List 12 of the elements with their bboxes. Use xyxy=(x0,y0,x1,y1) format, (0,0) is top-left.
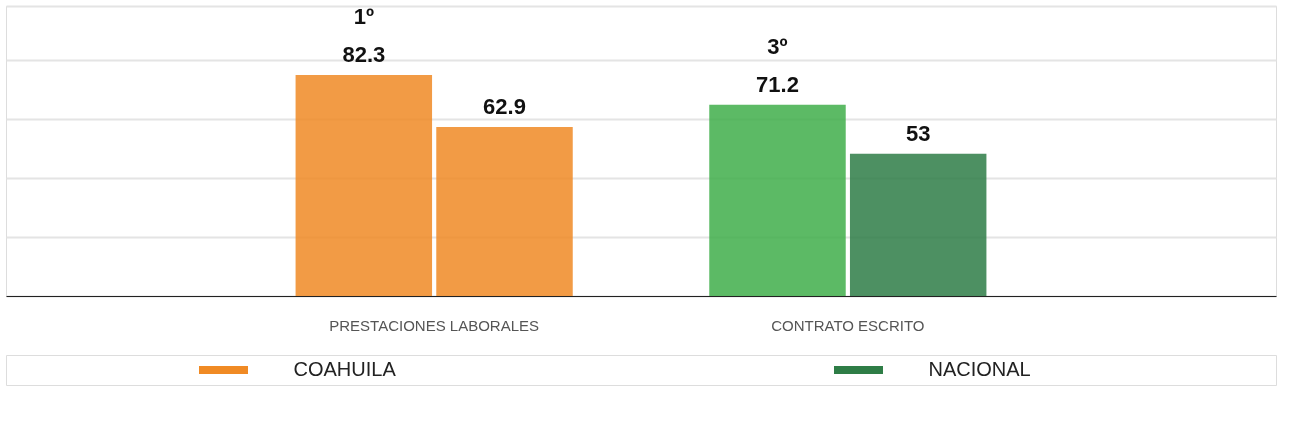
x-tick-label: PRESTACIONES LABORALES xyxy=(329,316,540,334)
bar xyxy=(709,104,846,296)
bar xyxy=(849,153,987,296)
data-label: 53 xyxy=(905,120,931,146)
legend-label: COAHUILA xyxy=(293,358,397,380)
annotation: 1º xyxy=(353,4,374,30)
x-tick-label: CONTRATO ESCRITO xyxy=(771,316,925,334)
data-label: 71.2 xyxy=(756,71,799,97)
data-label: 82.3 xyxy=(342,42,386,68)
data-label: 62.9 xyxy=(483,94,526,120)
legend-label: NACIONAL xyxy=(928,358,1031,380)
annotation: 3º xyxy=(767,33,788,59)
